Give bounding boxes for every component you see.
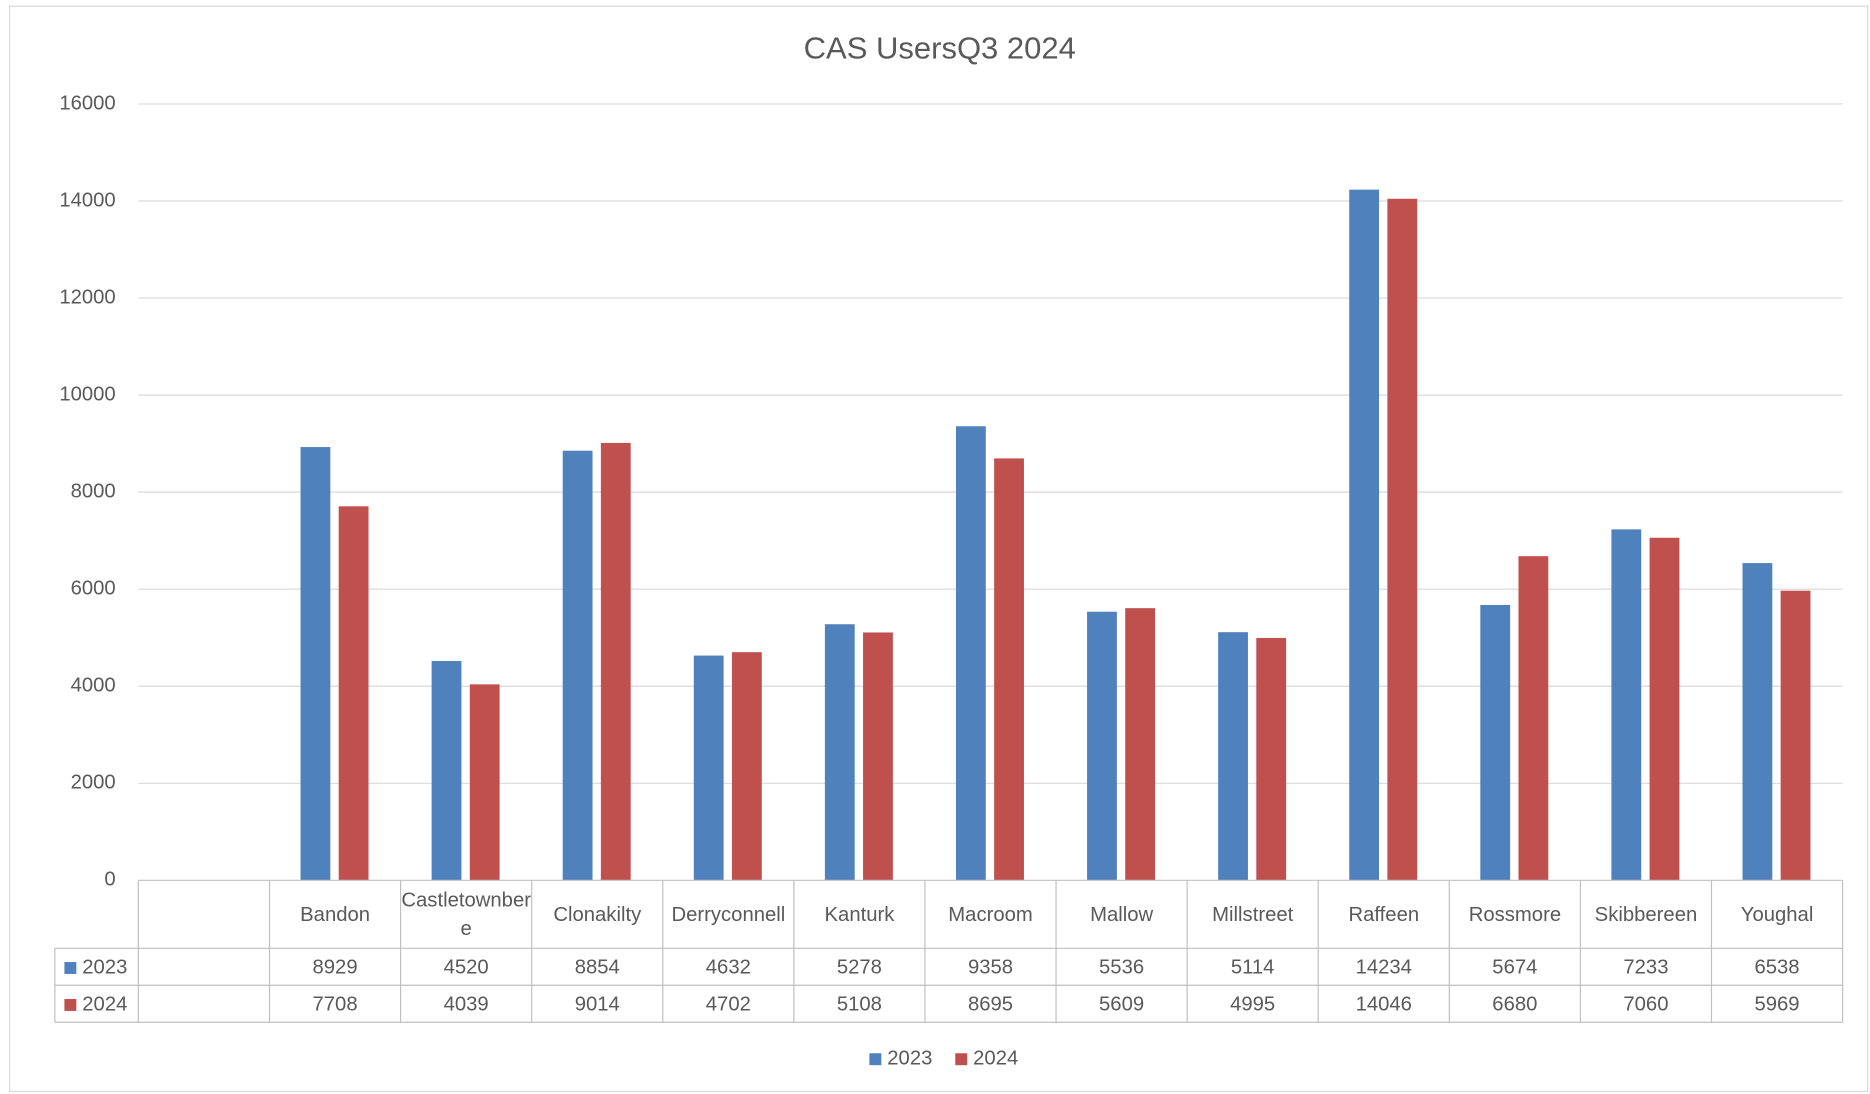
x-tick-label-box: Kanturk (824, 902, 895, 926)
bar (1780, 590, 1811, 881)
table-series-name: 2024 (82, 993, 127, 1015)
bar (693, 655, 724, 881)
bar (300, 447, 331, 881)
bar (1125, 608, 1156, 881)
y-tick-label: 6000 (71, 578, 116, 600)
bar (731, 652, 762, 881)
table-value: 8695 (968, 993, 1013, 1015)
x-tick-label-box: Clonakilty (553, 902, 642, 926)
legend-label: 2024 (973, 1048, 1018, 1070)
bar (1742, 563, 1773, 881)
x-tick-label: Mallow (1090, 902, 1154, 926)
x-tick-label-box: Millstreet (1212, 902, 1294, 926)
table-value: 4632 (706, 956, 751, 978)
x-tick-label: Macroom (948, 902, 1033, 926)
table-value: 5114 (1231, 956, 1275, 978)
bar (824, 624, 855, 881)
table-value: 4702 (706, 993, 751, 1015)
table-legend-key (64, 962, 77, 974)
x-tick-label-box: Mallow (1090, 902, 1154, 926)
table-value: 5278 (837, 956, 882, 978)
chart-title: CAS UsersQ3 2024 (804, 30, 1076, 65)
x-tick-label: Millstreet (1212, 902, 1294, 926)
x-tick-label: Castletownbere (401, 888, 531, 940)
table-value: 14046 (1356, 993, 1412, 1015)
table-value: 6538 (1754, 956, 1799, 978)
table-value: 7233 (1623, 956, 1668, 978)
y-tick-label: 2000 (71, 772, 116, 794)
x-tick-label-box: Skibbereen (1594, 902, 1698, 926)
x-tick-label-box: Youghal (1740, 902, 1814, 926)
bar (1349, 189, 1380, 881)
y-tick-label: 4000 (71, 675, 116, 697)
x-tick-label-box: Bandon (300, 902, 371, 926)
table-value: 5969 (1754, 993, 1799, 1015)
table-value: 9358 (968, 956, 1013, 978)
x-tick-label-box: Macroom (948, 902, 1033, 926)
x-tick-label: Rossmore (1468, 902, 1562, 926)
table-value: 5674 (1492, 956, 1537, 978)
y-tick-label: 12000 (59, 286, 115, 308)
y-tick-label: 0 (104, 869, 115, 891)
bar (1387, 198, 1418, 881)
bar (600, 442, 631, 881)
bar (562, 450, 593, 881)
bar (1649, 537, 1680, 881)
legend-key (869, 1053, 882, 1066)
x-tick-label: Skibbereen (1594, 902, 1698, 926)
x-tick-label-box: Castletownbere (401, 888, 531, 940)
x-tick-label: Clonakilty (553, 902, 642, 926)
table-series-name: 2023 (82, 956, 127, 978)
y-tick-label: 8000 (71, 480, 116, 502)
bar (1611, 529, 1642, 881)
x-tick-label: Raffeen (1348, 902, 1420, 926)
x-tick-label-box: Derryconnell (671, 902, 786, 926)
table-value: 8929 (313, 956, 358, 978)
y-tick-label: 10000 (59, 383, 115, 405)
legend-key (955, 1053, 968, 1066)
table-value: 9014 (575, 993, 620, 1015)
x-tick-label: Youghal (1740, 902, 1814, 926)
table-legend-key (64, 998, 77, 1011)
table-value: 5609 (1099, 993, 1144, 1015)
x-tick-label: Derryconnell (671, 902, 786, 926)
bar (1518, 556, 1549, 881)
x-tick-label-box: Raffeen (1348, 902, 1420, 926)
bar (1218, 632, 1248, 881)
table-value: 4995 (1230, 993, 1275, 1015)
table-value: 6680 (1492, 993, 1537, 1015)
x-tick-label: Bandon (300, 902, 371, 926)
y-tick-label: 14000 (59, 189, 115, 211)
table-value: 5536 (1099, 956, 1144, 978)
bar (1256, 637, 1287, 881)
bar (994, 458, 1024, 881)
bar (955, 426, 986, 881)
bar (431, 661, 462, 881)
table-value: 14234 (1356, 956, 1412, 978)
x-tick-label-box: Rossmore (1468, 902, 1562, 926)
table-value: 7708 (313, 993, 358, 1015)
table-value: 4520 (444, 956, 489, 978)
legend-label: 2023 (887, 1048, 932, 1070)
table-value: 8854 (575, 956, 620, 978)
y-tick-label: 16000 (59, 92, 115, 114)
bar (1480, 605, 1511, 881)
table-value: 5108 (837, 993, 882, 1015)
bar (863, 632, 893, 881)
table-value: 7060 (1623, 993, 1668, 1015)
bar (338, 506, 369, 881)
table-value: 4039 (444, 993, 489, 1015)
bar (1087, 611, 1117, 881)
bar (469, 684, 500, 881)
x-tick-label: Kanturk (824, 902, 895, 926)
